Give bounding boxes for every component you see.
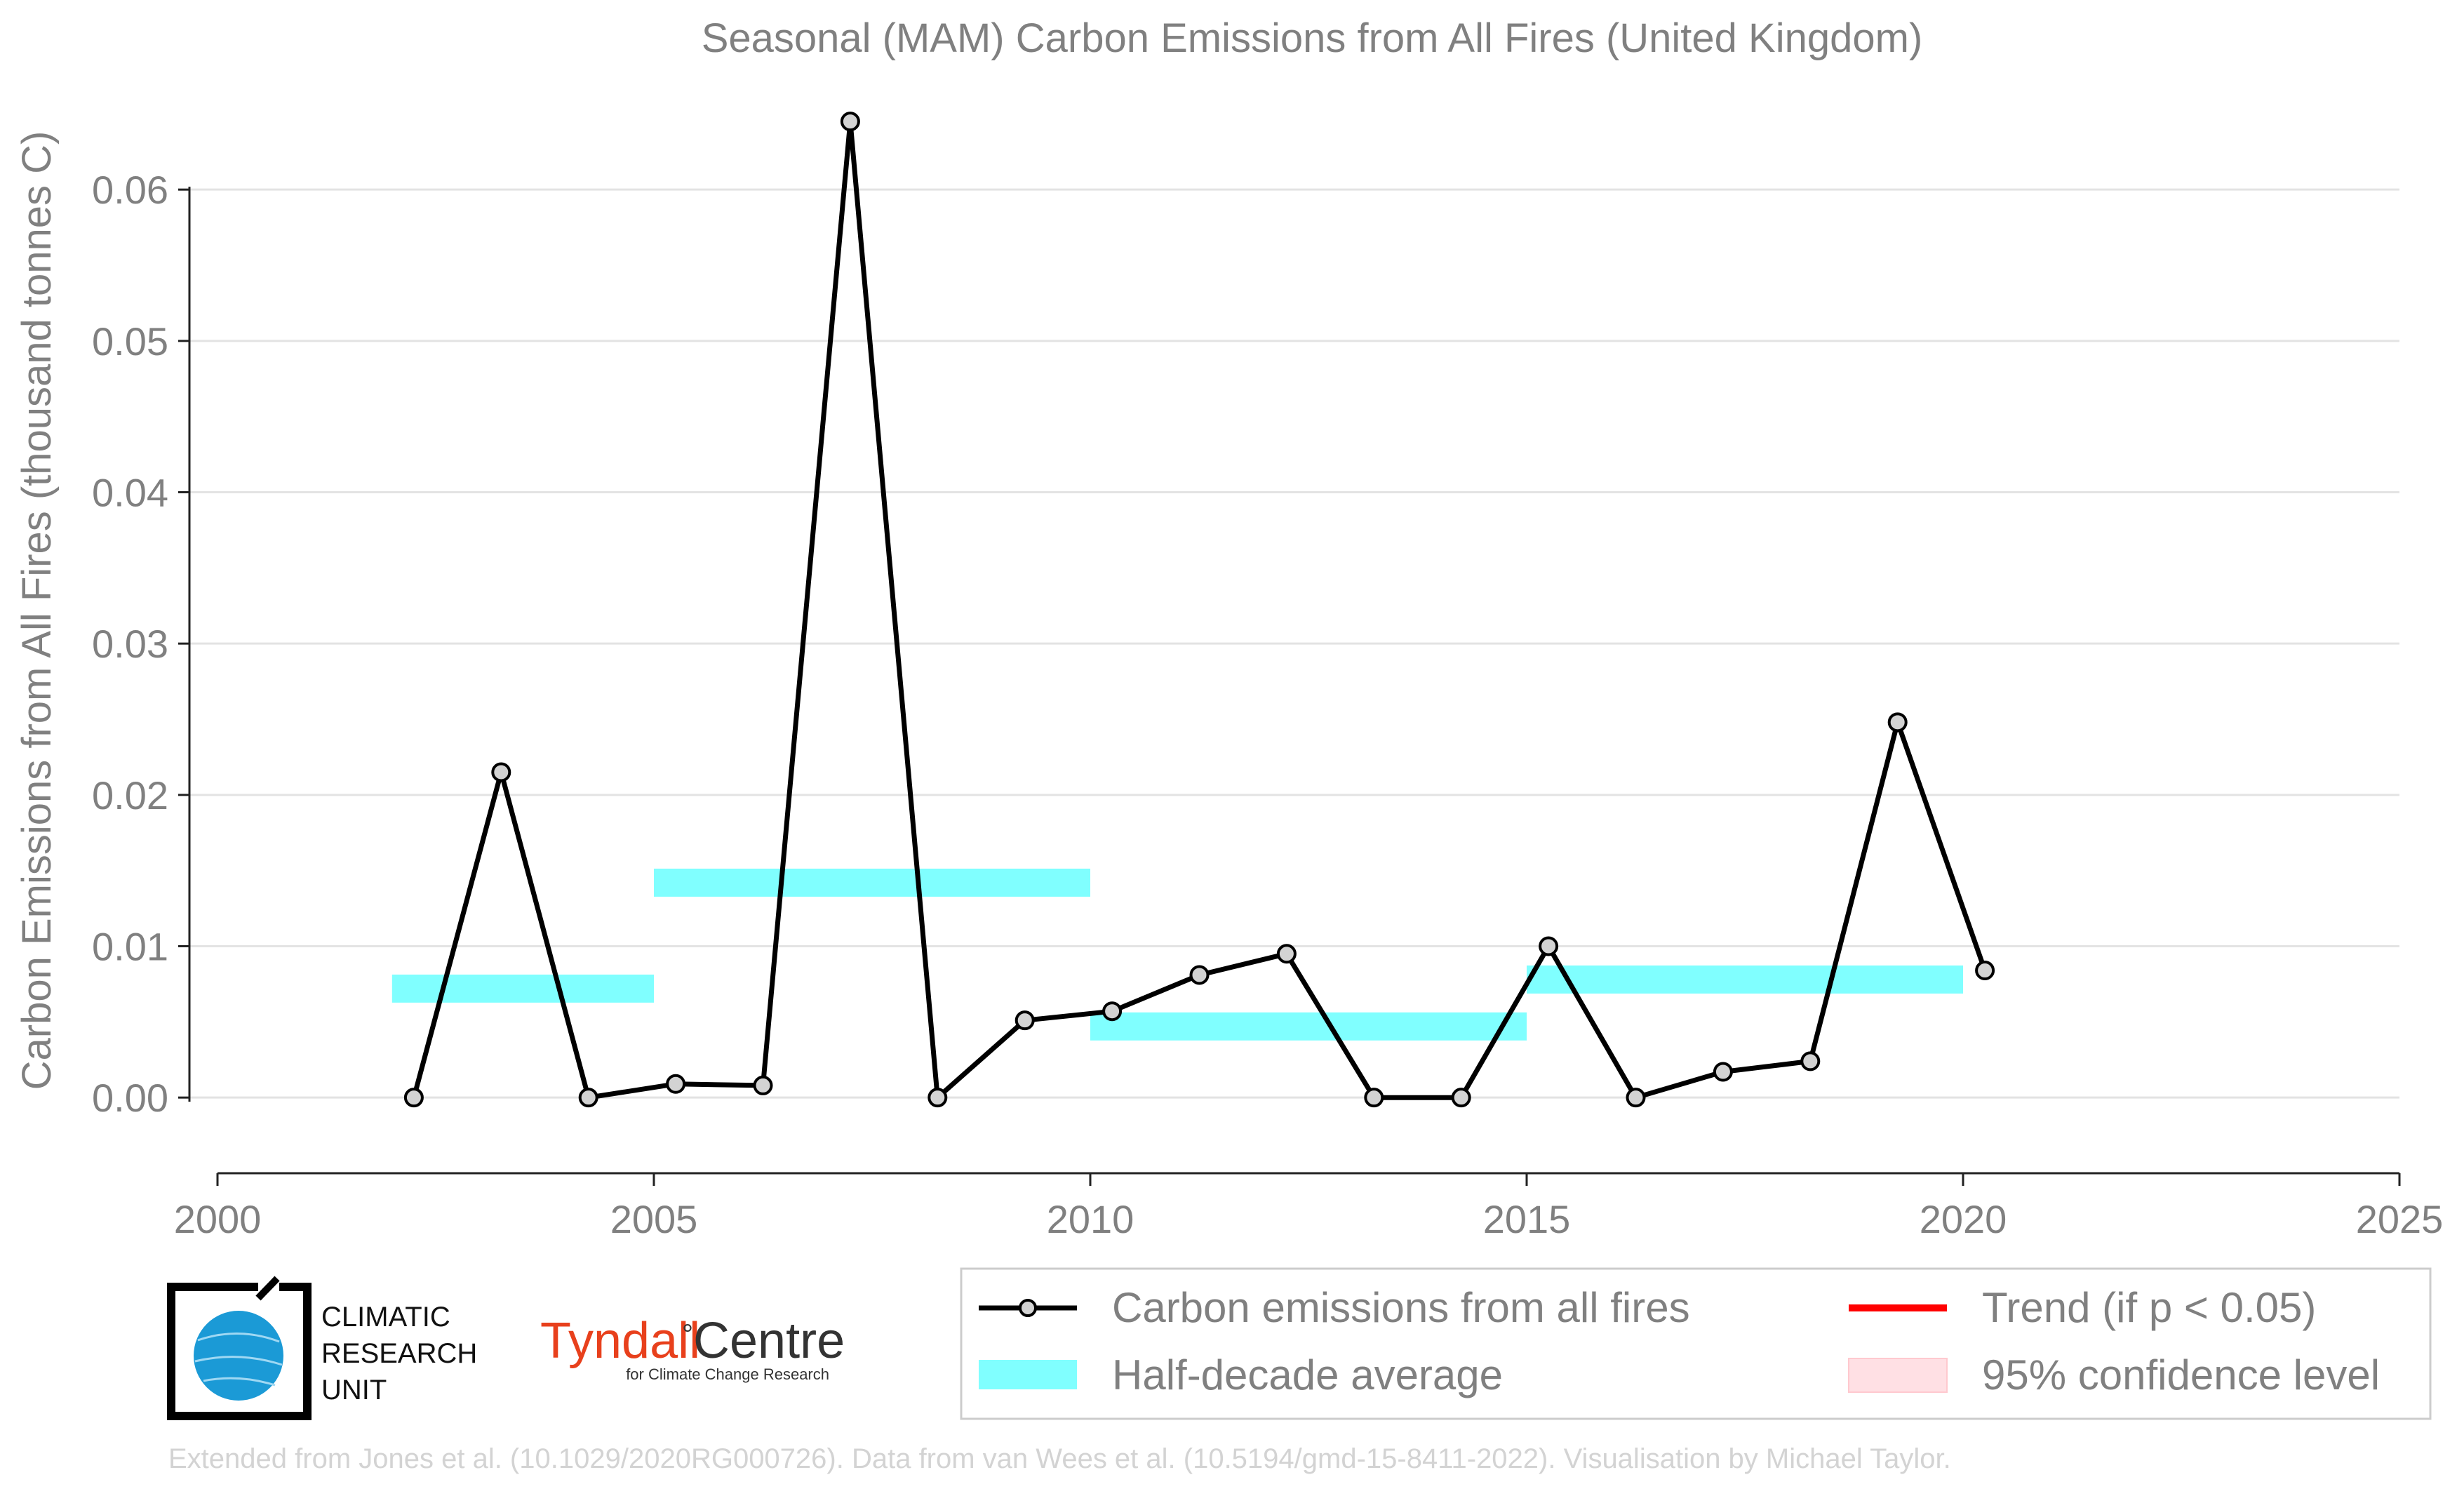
series-points [403, 112, 1995, 1108]
tyndall-logo-degree: ° [682, 1319, 693, 1350]
x-tick-label: 2025 [2356, 1197, 2444, 1241]
data-point [1887, 712, 1908, 733]
legend-label-half-decade: Half-decade average [1112, 1351, 1503, 1398]
gridlines [189, 188, 2399, 1099]
legend-label-confidence: 95% confidence level [1982, 1351, 2380, 1398]
half-decade-band [391, 974, 654, 1003]
tyndall-logo: Tyndall ° Centre for Climate Change Rese… [540, 1313, 845, 1383]
tyndall-logo-main: Tyndall [540, 1313, 700, 1369]
y-axis-label: Carbon Emissions from All Fires (thousan… [14, 131, 60, 1090]
x-tick-label: 2005 [610, 1197, 698, 1241]
half-decade-band [1527, 965, 1963, 994]
series-line-group [411, 119, 1988, 1100]
data-point [1015, 1010, 1035, 1031]
legend-band-swatch [979, 1360, 1077, 1389]
data-point [1364, 1088, 1384, 1108]
x-tick-label: 2010 [1047, 1197, 1134, 1241]
data-point [1626, 1088, 1646, 1108]
data-point [1102, 1001, 1123, 1022]
x-axis: 2000 2005 2010 2015 2020 2025 [174, 1172, 2444, 1241]
y-tick-label: 0.05 [92, 319, 168, 363]
cru-logo-line2: RESEARCH [321, 1338, 477, 1369]
half-decade-band [1090, 1012, 1527, 1041]
cru-logo: CLIMATIC RESEARCH UNIT [167, 1276, 477, 1420]
data-point [578, 1088, 598, 1108]
data-point [666, 1074, 686, 1094]
tyndall-logo-centre: Centre [693, 1313, 845, 1369]
x-tick-label: 2000 [174, 1197, 262, 1241]
y-tick-label: 0.03 [92, 622, 168, 666]
y-tick-label: 0.02 [92, 773, 168, 817]
legend-label-emissions: Carbon emissions from all fires [1112, 1284, 1690, 1331]
half-decade-bands [391, 868, 1963, 1041]
data-point [1189, 965, 1210, 985]
y-tick-label: 0.04 [92, 471, 168, 515]
data-point [928, 1088, 948, 1108]
legend-label-trend: Trend (if p < 0.05) [1982, 1284, 2316, 1331]
chart-title: Seasonal (MAM) Carbon Emissions from All… [702, 15, 1923, 61]
data-point [1975, 961, 1995, 981]
globe-icon-lines [194, 1332, 283, 1387]
data-point [403, 1088, 424, 1108]
data-point [1800, 1051, 1821, 1071]
cru-logo-line3: UNIT [321, 1375, 387, 1405]
data-point [753, 1075, 773, 1095]
x-tick-label: 2015 [1483, 1197, 1571, 1241]
legend-confidence-swatch [1848, 1358, 1948, 1393]
x-tick-label: 2020 [1920, 1197, 2007, 1241]
data-point [1713, 1062, 1733, 1082]
data-point [1539, 936, 1559, 956]
data-point [840, 112, 860, 132]
y-axis: 0.00 0.01 0.02 0.03 0.04 0.05 0.06 [92, 168, 191, 1120]
legend: Carbon emissions from all fires Trend (i… [960, 1267, 2432, 1420]
half-decade-band [654, 868, 1090, 897]
legend-box [960, 1267, 2432, 1420]
series-line [411, 119, 1988, 1100]
legend-marker-swatch [1019, 1299, 1037, 1317]
globe-icon [194, 1311, 283, 1401]
data-point [1451, 1088, 1471, 1108]
data-point [1276, 944, 1297, 964]
y-tick-label: 0.06 [92, 168, 168, 212]
y-tick-label: 0.00 [92, 1076, 168, 1120]
tyndall-logo-sub: for Climate Change Research [626, 1365, 829, 1383]
cru-logo-slash [255, 1276, 280, 1301]
cru-logo-line1: CLIMATIC [321, 1302, 450, 1333]
credit-text: Extended from Jones et al. (10.1029/2020… [168, 1443, 1951, 1474]
y-tick-label: 0.01 [92, 925, 168, 969]
cru-logo-frame [167, 1283, 312, 1420]
data-point [491, 762, 511, 782]
